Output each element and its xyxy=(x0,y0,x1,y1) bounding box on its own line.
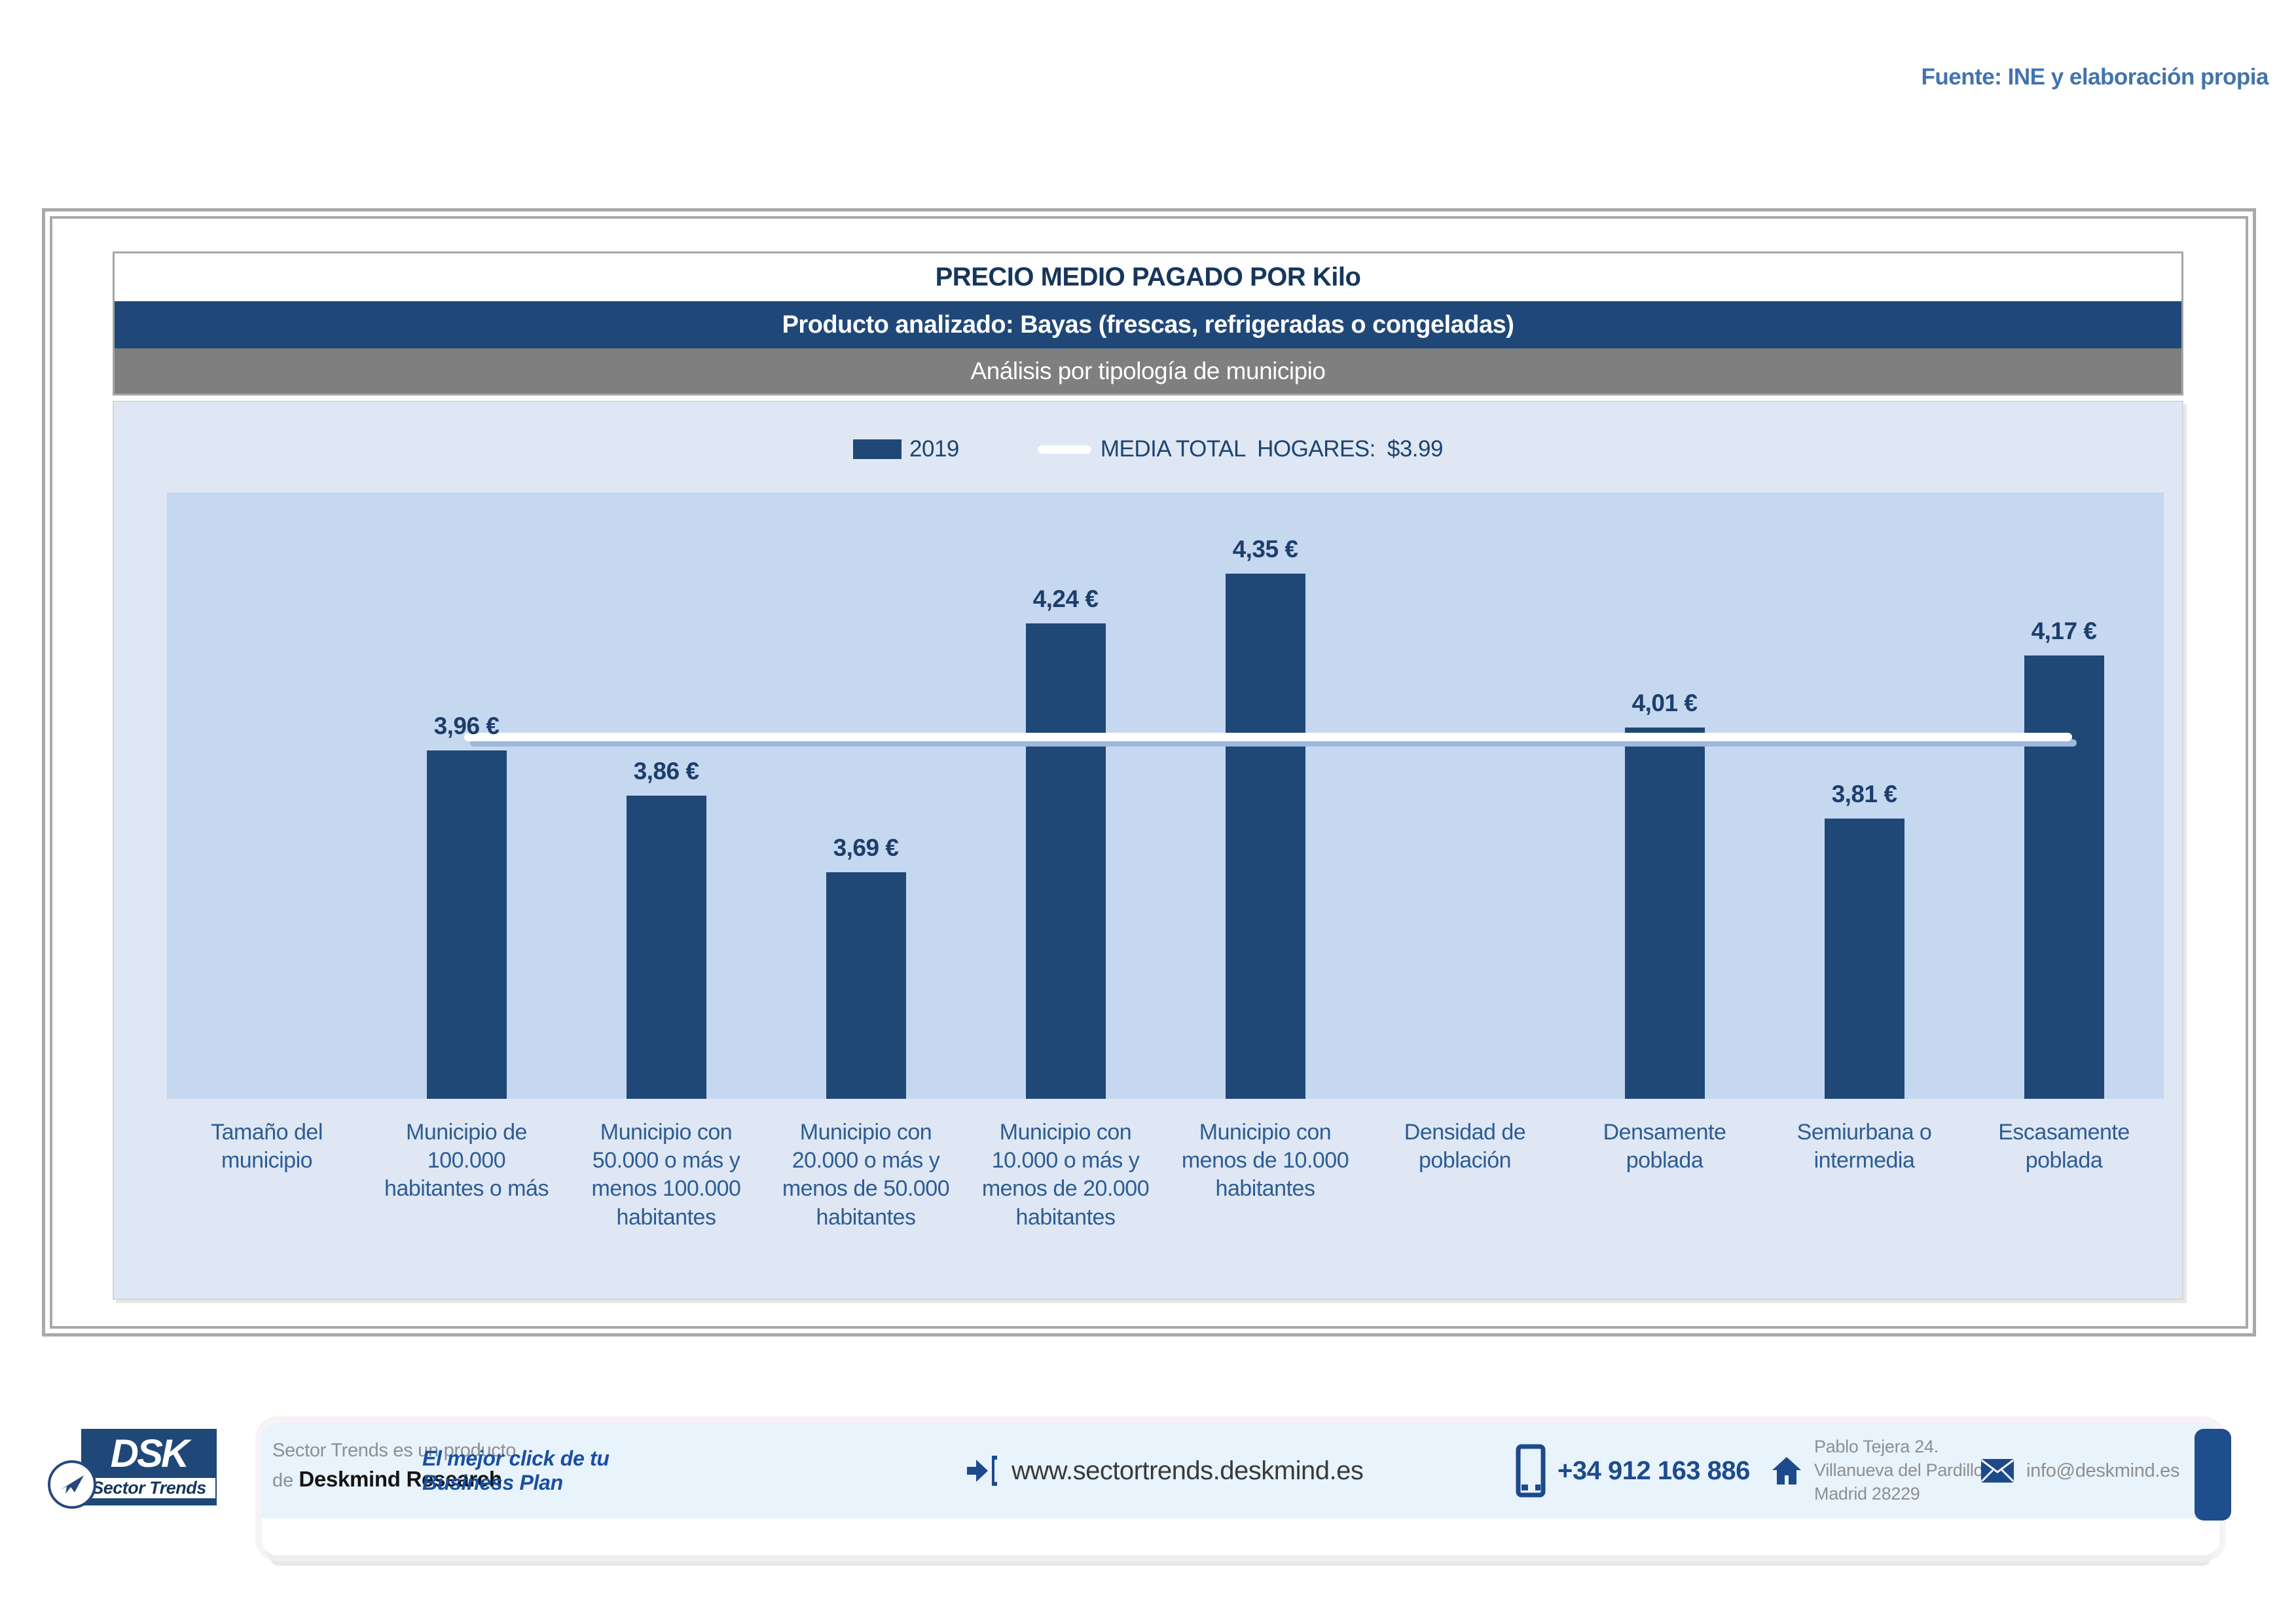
media-total-line xyxy=(464,733,2072,741)
source-note: Fuente: INE y elaboración propia xyxy=(1921,64,2269,90)
bar xyxy=(2024,655,2104,1099)
product-note: Sector Trends es un producto de Deskmind… xyxy=(272,1423,516,1519)
product-note-prefix: de xyxy=(272,1470,299,1491)
inner-frame xyxy=(50,216,2248,1329)
category-label: Municipio de 100.000 habitantes o más xyxy=(384,1120,549,1202)
series-2019-swatch xyxy=(853,439,902,459)
footer-bar: Sector Trends es un producto de Deskmind… xyxy=(262,1423,2219,1555)
bar xyxy=(626,796,706,1099)
slogan: El mejor click de tu Business Plan xyxy=(422,1447,610,1494)
category-label: Densidad de población xyxy=(1404,1120,1526,1173)
envelope-icon xyxy=(1980,1458,2014,1483)
category-label: Municipio con 10.000 o más y menos de 20… xyxy=(981,1120,1150,1230)
bar-value-label: 3,81 € xyxy=(1831,781,1897,807)
product-note-line1: Sector Trends es un producto xyxy=(272,1440,517,1461)
footer-accent-tab xyxy=(2195,1429,2231,1521)
address-line2: Villanueva del Pardillo. xyxy=(1814,1460,1988,1481)
bar xyxy=(1624,728,1705,1099)
bar-value-label: 3,86 € xyxy=(633,758,699,784)
website-link[interactable]: www.sectortrends.deskmind.es xyxy=(1011,1456,1364,1485)
dsk-logo: DSK Sector Trends xyxy=(48,1428,218,1509)
bar xyxy=(1225,574,1305,1099)
logo-acronym: DSK xyxy=(81,1429,217,1478)
chart-area: 2019 MEDIA TOTAL HOGARES: $3.99 3,96 €3,… xyxy=(113,401,2183,1300)
plot-area: 3,96 € 3,86 € 3,69 € 4,24 € 4,35 € 4,01 € 3,81… xyxy=(167,492,2164,1099)
address-line1: Pablo Tejera 24. xyxy=(1814,1437,1939,1457)
bar-value-label: 4,24 € xyxy=(1032,585,1099,612)
category-label: Semiurbana o intermedia xyxy=(1796,1120,1932,1173)
series-2019-label: 2019 xyxy=(909,436,959,462)
media-total-label: MEDIA TOTAL HOGARES: xyxy=(1100,436,1376,462)
category-label: Municipio con 50.000 o más y menos 100.0… xyxy=(591,1120,741,1230)
logo-brand: Sector Trends xyxy=(81,1478,217,1498)
analysis-subtitle: Análisis por tipología de municipio xyxy=(115,348,2181,394)
address-group: Pablo Tejera 24. Villanueva del Pardillo… xyxy=(1771,1423,1988,1519)
mobile-phone-icon xyxy=(1516,1444,1546,1498)
media-total-value: $3.99 xyxy=(1387,436,1444,462)
bar-value-label: 4,17 € xyxy=(2031,618,2097,644)
bar xyxy=(1025,623,1106,1099)
arrow-bracket-icon xyxy=(966,1453,1000,1488)
logo-strip xyxy=(81,1498,217,1505)
bar-value-label: 3,96 € xyxy=(433,712,500,739)
bar xyxy=(426,750,507,1099)
logo-circle xyxy=(48,1460,96,1509)
bar-value-label: 3,69 € xyxy=(833,834,899,861)
chart-header: PRECIO MEDIO PAGADO POR Kilo Producto an… xyxy=(113,251,2183,396)
address-line3: Madrid 28229 xyxy=(1814,1483,1920,1504)
email-link[interactable]: info@deskmind.es xyxy=(2026,1460,2180,1481)
website-group: www.sectortrends.deskmind.es xyxy=(966,1423,1364,1519)
product-subtitle: Producto analizado: Bayas (frescas, refr… xyxy=(115,301,2181,348)
home-icon xyxy=(1771,1456,1802,1486)
bar-value-label: 4,35 € xyxy=(1232,536,1298,563)
category-label: Tamaño del municipio xyxy=(211,1120,323,1173)
chart-legend: 2019 MEDIA TOTAL HOGARES: $3.99 xyxy=(114,436,2182,462)
bar-value-label: 4,01 € xyxy=(1631,690,1698,716)
category-label: Escasamente poblada xyxy=(1998,1120,2130,1173)
outer-frame xyxy=(42,208,2256,1337)
paper-plane-icon xyxy=(60,1475,84,1494)
footer-contact-strip: Sector Trends es un producto de Deskmind… xyxy=(262,1423,2219,1519)
company-name: Deskmind Research xyxy=(299,1467,502,1491)
bar xyxy=(826,872,906,1099)
address-text: Pablo Tejera 24. Villanueva del Pardillo… xyxy=(1814,1435,1988,1506)
phone-group: +34 912 163 886 xyxy=(1516,1423,1750,1519)
category-label: Municipio con menos de 10.000 habitantes xyxy=(1181,1120,1349,1202)
bar xyxy=(1824,819,1904,1099)
page-title: PRECIO MEDIO PAGADO POR Kilo xyxy=(115,253,2181,301)
media-line-swatch xyxy=(1037,445,1091,454)
email-group: info@deskmind.es xyxy=(1980,1423,2180,1519)
product-note-line2: de Deskmind Research xyxy=(272,1467,516,1492)
phone-number: +34 912 163 886 xyxy=(1558,1456,1750,1485)
category-label: Municipio con 20.000 o más y menos de 50… xyxy=(782,1120,950,1230)
category-label: Densamente poblada xyxy=(1603,1120,1726,1173)
